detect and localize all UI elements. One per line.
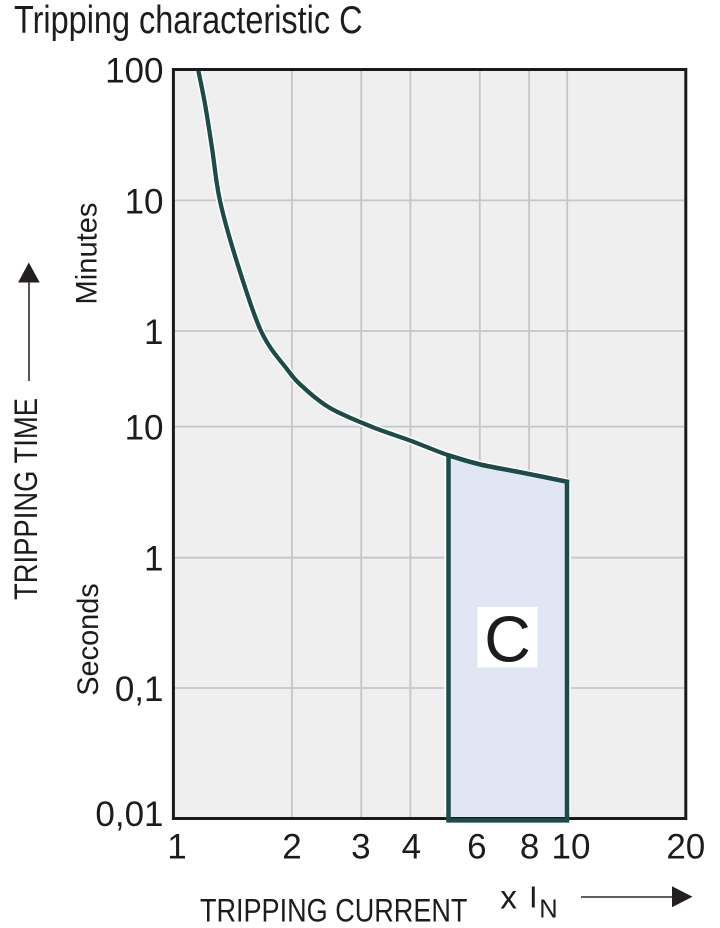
svg-text:1: 1 [144, 540, 163, 579]
svg-text:C: C [484, 603, 531, 675]
svg-text:0,01: 0,01 [95, 795, 163, 834]
svg-text:0,1: 0,1 [115, 670, 164, 709]
svg-text:N: N [539, 895, 557, 923]
svg-text:10: 10 [125, 182, 164, 221]
svg-text:10: 10 [125, 409, 164, 448]
svg-text:6: 6 [467, 827, 486, 866]
svg-text:100: 100 [105, 52, 163, 91]
svg-text:Seconds: Seconds [72, 583, 105, 696]
svg-text:10: 10 [552, 827, 591, 866]
svg-text:20: 20 [666, 827, 705, 866]
svg-text:1: 1 [167, 827, 186, 866]
svg-text:TRIPPING CURRENT: TRIPPING CURRENT [200, 892, 468, 928]
svg-text:TRIPPING TIME: TRIPPING TIME [8, 398, 44, 600]
svg-text:3: 3 [351, 827, 370, 866]
svg-text:I: I [529, 880, 538, 915]
svg-text:Tripping characteristic C: Tripping characteristic C [14, 0, 363, 42]
svg-text:1: 1 [144, 313, 163, 352]
svg-text:4: 4 [402, 827, 421, 866]
svg-text:2: 2 [282, 827, 301, 866]
svg-text:Minutes: Minutes [71, 203, 104, 305]
svg-text:x: x [500, 880, 517, 917]
svg-text:8: 8 [520, 827, 539, 866]
